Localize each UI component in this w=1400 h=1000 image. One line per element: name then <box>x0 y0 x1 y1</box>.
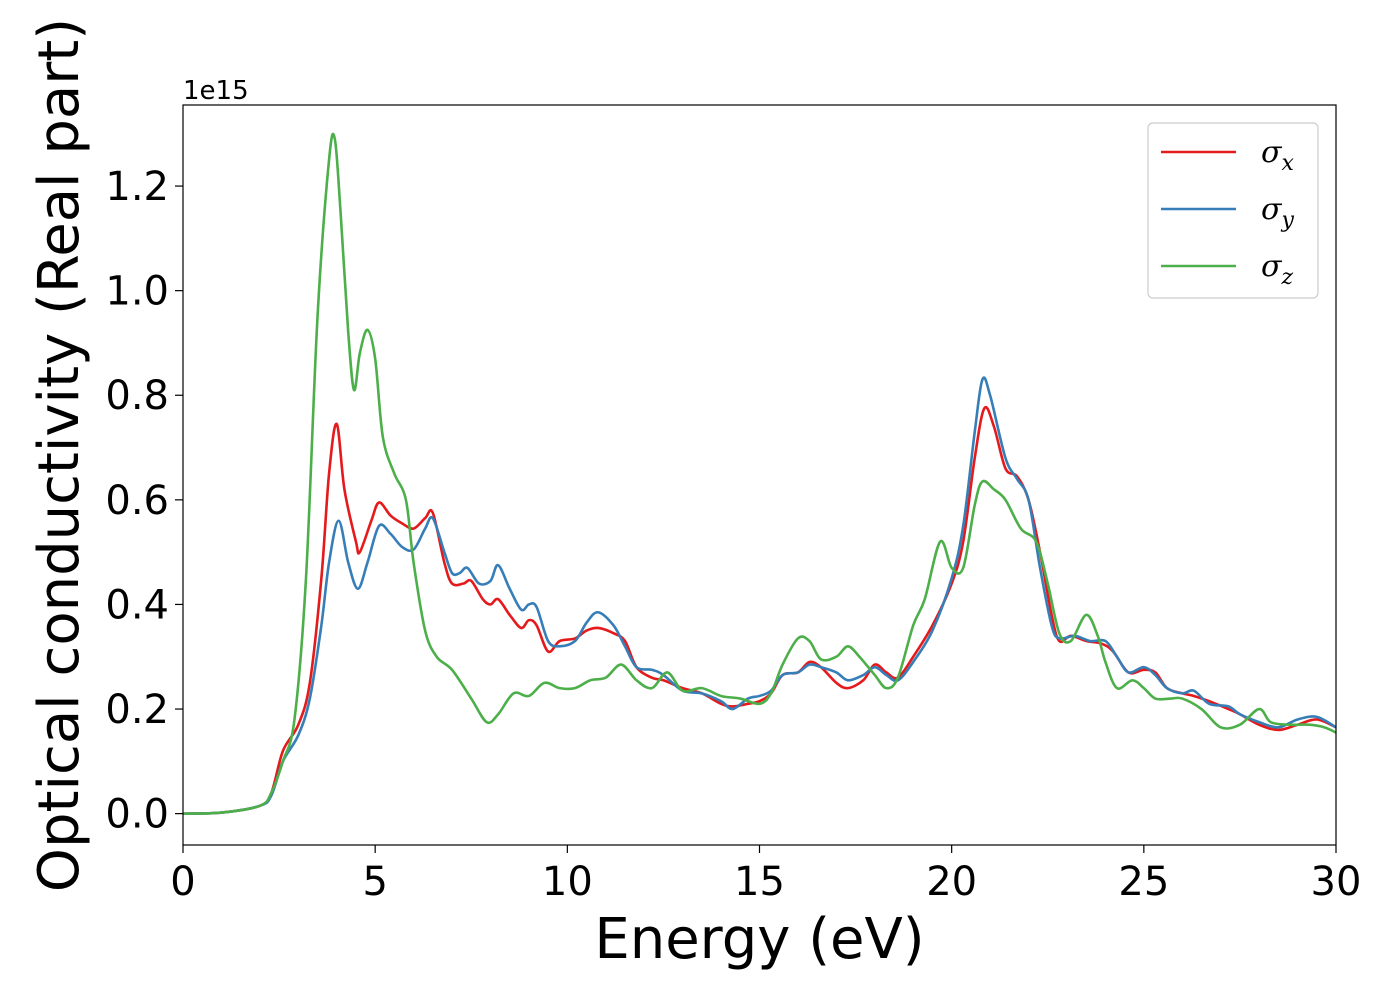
y-tick-label: 0.6 <box>105 478 169 524</box>
x-tick-label: 15 <box>734 859 785 905</box>
legend-subscript: x <box>1281 151 1294 176</box>
y-offset-label: 1e15 <box>183 76 249 106</box>
legend-entry-y: σy <box>1261 192 1294 233</box>
legend-symbol: σ <box>1261 192 1283 227</box>
legend-symbol: σ <box>1261 135 1283 170</box>
y-tick-label: 0.2 <box>105 687 169 733</box>
legend-box <box>1147 122 1319 299</box>
y-tick-label: 0.8 <box>105 373 169 419</box>
y-tick-label: 0.4 <box>105 582 169 628</box>
series-layer <box>183 132 1336 815</box>
legend-entry-z: σz <box>1261 249 1293 290</box>
series-line-y <box>183 376 1336 815</box>
y-axis-label: Optical conductivity (Real part) <box>27 18 92 892</box>
x-tick-label: 30 <box>1311 859 1362 905</box>
series-line-x <box>183 405 1336 815</box>
x-tick-label: 25 <box>1118 859 1169 905</box>
x-tick-label: 20 <box>926 859 977 905</box>
series-line-z <box>183 132 1336 815</box>
x-tick-label: 10 <box>542 859 593 905</box>
y-tick-label: 0.0 <box>105 792 169 838</box>
y-tick-label: 1.2 <box>105 164 169 210</box>
x-axis-label: Energy (eV) <box>594 907 924 972</box>
y-tick-label: 1.0 <box>105 269 169 315</box>
x-tick-label: 5 <box>362 859 387 905</box>
x-tick-label: 0 <box>170 859 195 905</box>
legend-entry-x: σx <box>1261 135 1294 176</box>
legend-symbol: σ <box>1261 249 1283 284</box>
ticks-layer: 0 5 10 15 20 25 30 0.0 0.2 0.4 0.6 0.8 1.0 1.2 <box>105 164 1361 905</box>
legend-subscript: y <box>1280 208 1294 233</box>
legend-subscript: z <box>1280 265 1293 290</box>
